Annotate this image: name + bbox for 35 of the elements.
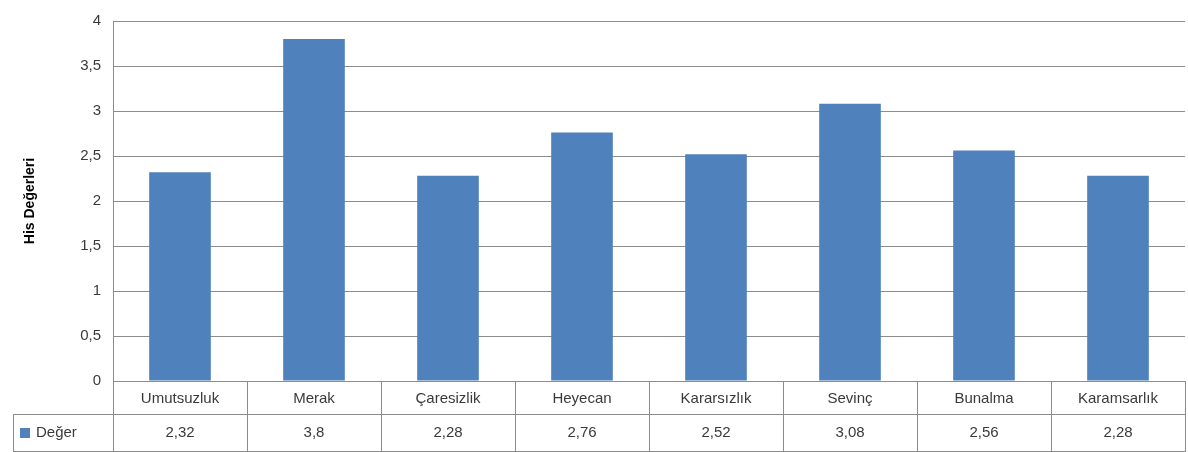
y-tick-label: 2,5 bbox=[80, 146, 101, 164]
bar bbox=[551, 132, 613, 381]
x-tick-label: Bunalma bbox=[954, 389, 1015, 407]
y-tick-label: 3 bbox=[92, 101, 101, 119]
legend-label: Değer bbox=[36, 423, 77, 441]
x-tick-label: Heyecan bbox=[552, 389, 612, 407]
y-tick-label: 0 bbox=[92, 371, 101, 389]
bar bbox=[953, 150, 1015, 381]
bar bbox=[1087, 175, 1149, 381]
x-tick-label: Kararsızlık bbox=[680, 389, 752, 407]
y-tick-label: 3,5 bbox=[80, 56, 101, 74]
bar bbox=[149, 172, 211, 381]
data-label: 2,76 bbox=[567, 423, 597, 441]
bar bbox=[819, 103, 881, 381]
y-axis-title: His Değerleri bbox=[21, 157, 38, 245]
y-tick-label: 1 bbox=[92, 281, 101, 299]
bar bbox=[283, 39, 345, 381]
x-tick-label: Çaresizlik bbox=[415, 389, 481, 407]
data-label: 2,28 bbox=[433, 423, 463, 441]
bar bbox=[417, 175, 479, 381]
x-tick-label: Merak bbox=[293, 389, 336, 407]
x-tick-label: Umutsuzluk bbox=[140, 389, 220, 407]
data-label: 2,52 bbox=[701, 423, 731, 441]
y-tick-label: 1,5 bbox=[80, 236, 101, 254]
y-tick-label: 2 bbox=[92, 191, 101, 209]
data-label: 3,8 bbox=[303, 423, 325, 441]
y-tick-label: 4 bbox=[92, 11, 101, 29]
bar bbox=[685, 154, 747, 381]
x-tick-label: Karamsarlık bbox=[1077, 389, 1159, 407]
data-label: 2,28 bbox=[1103, 423, 1133, 441]
x-tick-label: Sevinç bbox=[827, 389, 874, 407]
data-label: 3,08 bbox=[835, 423, 865, 441]
y-tick-label: 0,5 bbox=[80, 326, 101, 344]
data-label: 2,32 bbox=[165, 423, 195, 441]
data-label: 2,56 bbox=[969, 423, 999, 441]
